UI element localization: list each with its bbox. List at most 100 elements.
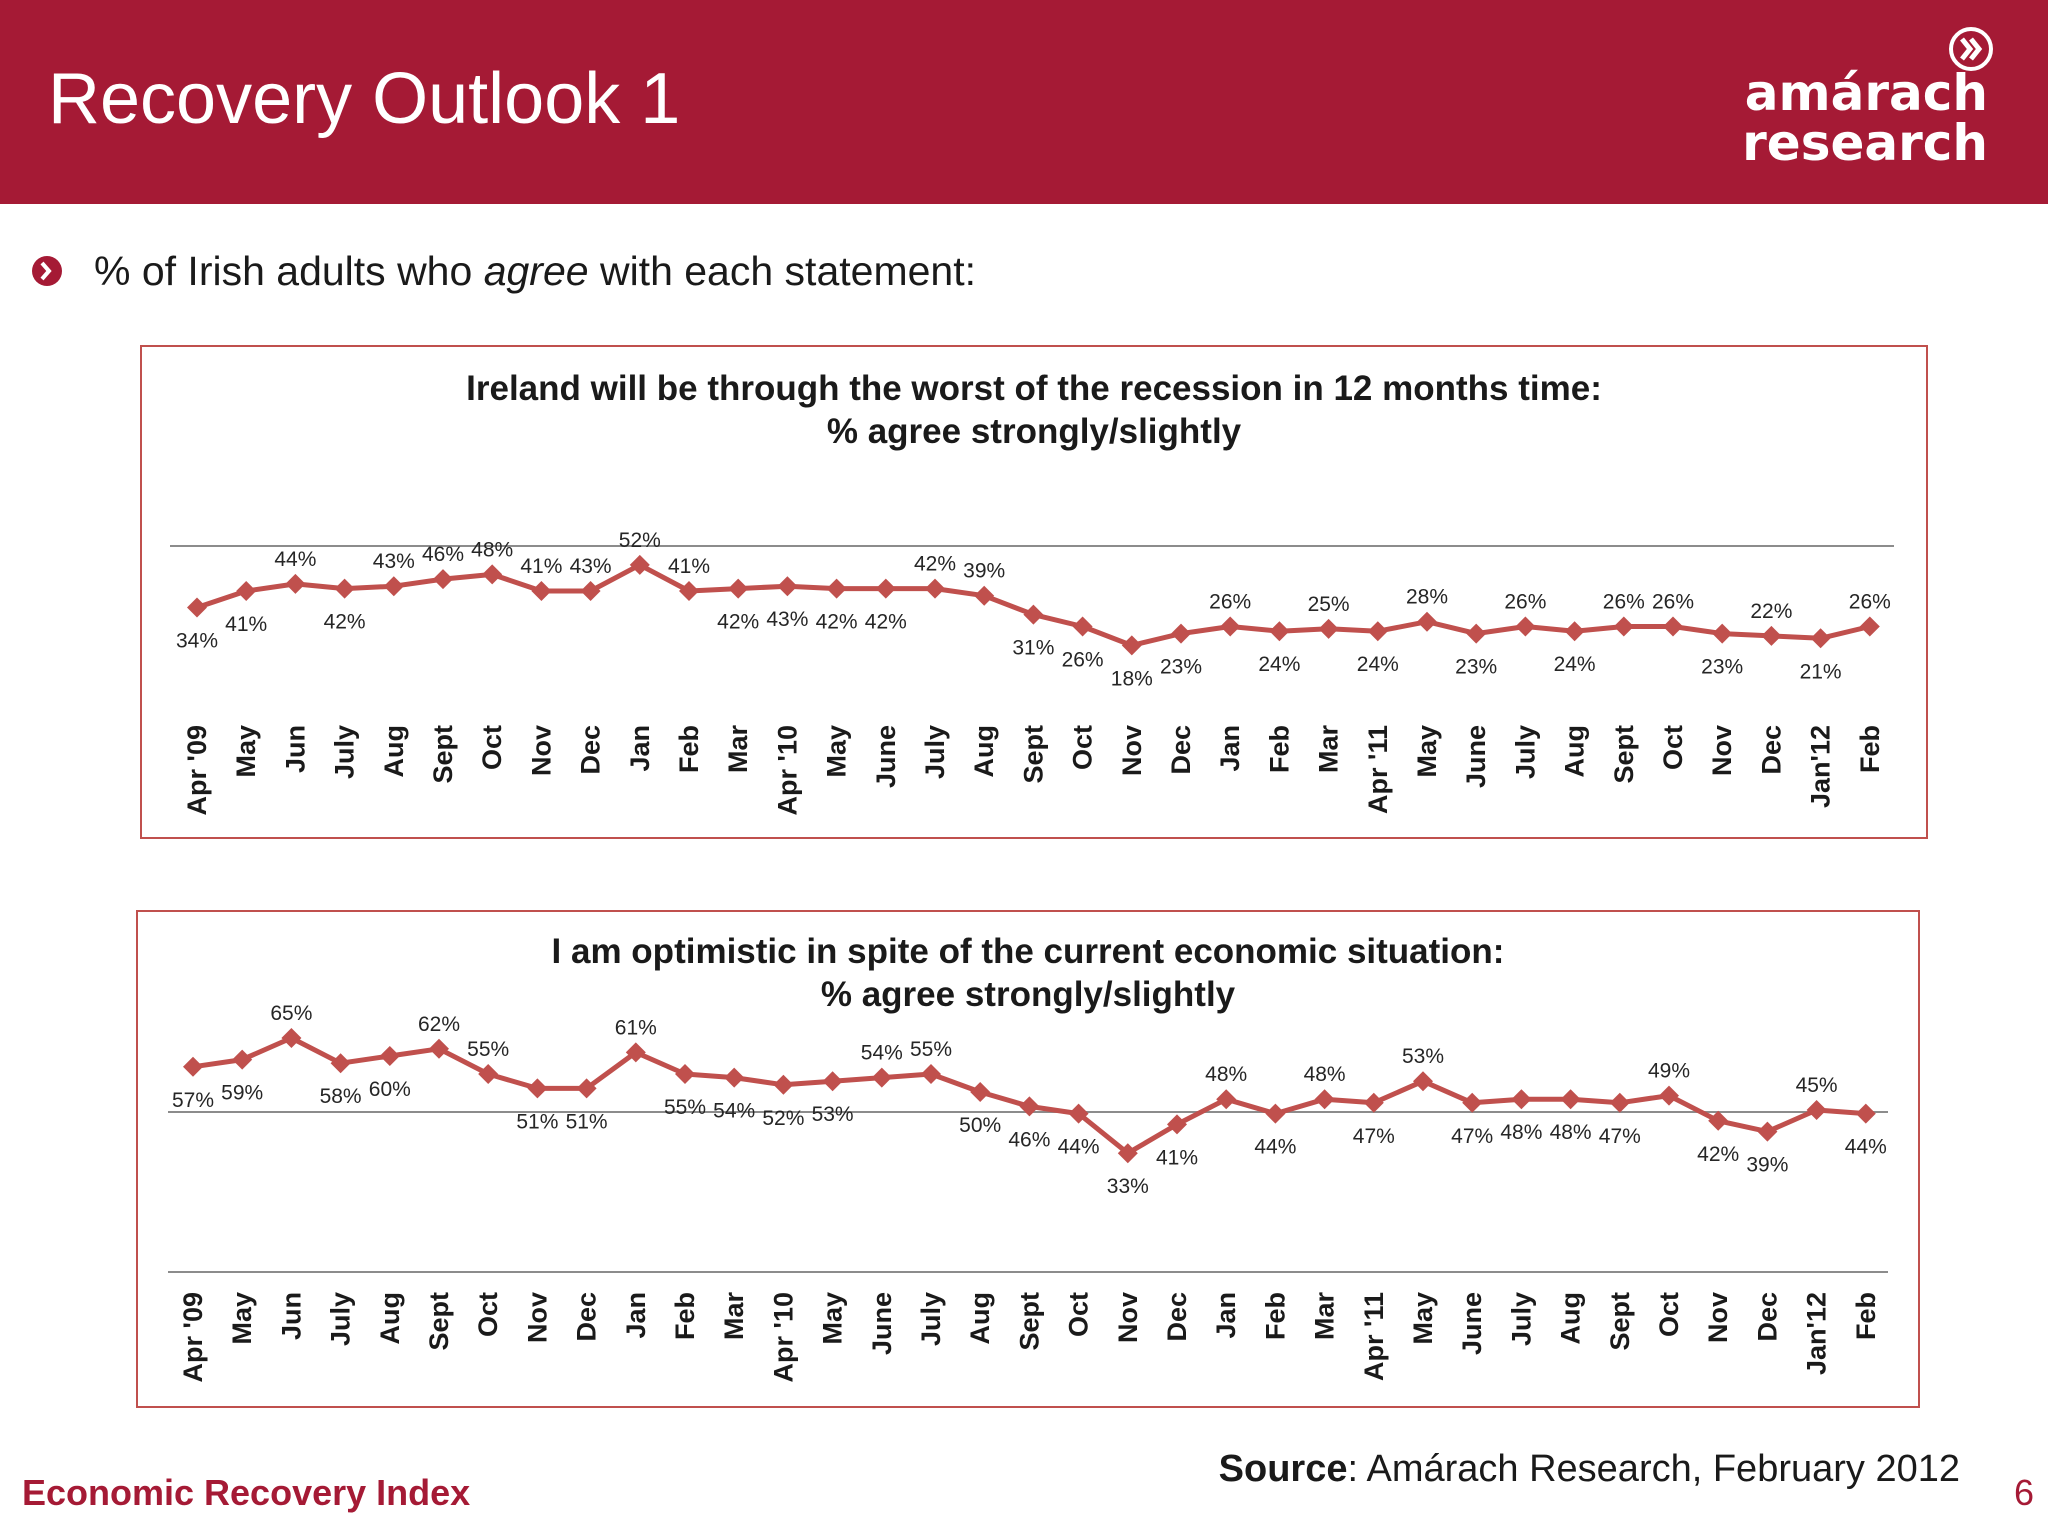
x-tick-label: Jun xyxy=(276,1292,306,1340)
data-label: 39% xyxy=(963,560,1005,583)
x-tick-label: Apr '09 xyxy=(178,1292,208,1382)
data-label: 53% xyxy=(812,1103,854,1126)
data-point xyxy=(1564,621,1585,642)
data-label: 47% xyxy=(1599,1125,1641,1148)
x-tick-label: Aug xyxy=(965,1292,995,1344)
data-label: 65% xyxy=(270,1002,312,1025)
data-point xyxy=(1019,1096,1040,1117)
x-tick-label: Aug xyxy=(969,725,999,777)
data-point xyxy=(1560,1089,1581,1110)
data-label: 59% xyxy=(221,1082,263,1105)
data-label: 26% xyxy=(1062,648,1104,671)
data-label: 48% xyxy=(1304,1063,1346,1086)
data-point xyxy=(482,564,503,585)
source-note: Source: Amárach Research, February 2012 xyxy=(1219,1448,1960,1491)
data-label: 49% xyxy=(1648,1060,1690,1083)
data-label: 43% xyxy=(570,555,612,578)
x-tick-label: Mar xyxy=(723,725,753,774)
x-tick-label: Oct xyxy=(1654,1292,1684,1337)
data-label: 55% xyxy=(910,1038,952,1061)
data-label: 42% xyxy=(717,611,759,634)
x-tick-label: Nov xyxy=(522,1292,552,1343)
data-point xyxy=(974,585,995,606)
data-point xyxy=(281,1028,302,1048)
logo-line-2: research xyxy=(1742,114,1988,172)
x-tick-label: Oct xyxy=(1068,725,1098,770)
x-tick-label: Apr '11 xyxy=(1359,1292,1389,1381)
x-tick-label: May xyxy=(231,725,261,778)
x-tick-label: Apr '10 xyxy=(772,725,802,815)
data-label: 18% xyxy=(1111,667,1153,690)
data-label: 51% xyxy=(566,1110,608,1133)
data-label: 33% xyxy=(1107,1175,1149,1198)
data-point xyxy=(334,578,355,599)
x-tick-label: Dec xyxy=(1166,725,1196,775)
data-point xyxy=(1761,625,1782,646)
data-label: 25% xyxy=(1308,593,1350,616)
data-point xyxy=(921,1064,941,1084)
data-label: 39% xyxy=(1746,1154,1788,1177)
chart-title-line-1: Ireland will be through the worst of the… xyxy=(466,369,1602,408)
x-tick-label: Feb xyxy=(670,1292,700,1340)
slide-title: Recovery Outlook 1 xyxy=(48,59,681,139)
x-tick-label: Dec xyxy=(572,1292,602,1342)
x-tick-label: Nov xyxy=(1703,1292,1733,1343)
data-point xyxy=(1367,621,1388,642)
subtitle-pre: % of Irish adults who xyxy=(94,247,484,294)
data-point xyxy=(1117,1143,1138,1164)
data-label: 55% xyxy=(664,1096,706,1119)
data-point xyxy=(531,580,552,601)
data-point xyxy=(1806,1100,1827,1120)
x-tick-label: Nov xyxy=(526,725,556,776)
data-label: 24% xyxy=(1357,653,1399,676)
x-tick-label: May xyxy=(227,1292,257,1345)
data-point xyxy=(822,1071,843,1092)
data-point xyxy=(1859,616,1880,637)
data-label: 22% xyxy=(1750,600,1792,623)
x-tick-label: Sept xyxy=(428,725,458,784)
data-point xyxy=(871,1067,892,1088)
chevron-bullet-icon xyxy=(32,256,62,286)
data-label: 42% xyxy=(324,611,366,634)
data-point xyxy=(970,1082,991,1102)
chart-title-line-2: % agree strongly/slightly xyxy=(826,412,1242,451)
data-label: 52% xyxy=(762,1107,804,1130)
x-tick-label: July xyxy=(326,1292,356,1346)
chart-plot: 57% 59% 65% 58% 60% 62% 55% 51% 51% 61% 55% 54% 52% 5… xyxy=(168,1002,1888,1382)
data-label: 54% xyxy=(861,1042,903,1065)
data-point xyxy=(183,1056,203,1077)
data-point xyxy=(383,576,404,597)
x-tick-label: June xyxy=(1461,725,1491,788)
logo: amárach research xyxy=(1728,26,1993,176)
data-point xyxy=(1462,1092,1483,1113)
x-tick-label: July xyxy=(920,725,950,779)
x-tick-label: Feb xyxy=(1851,1292,1881,1340)
data-label: 42% xyxy=(1697,1143,1739,1166)
data-point xyxy=(433,569,453,590)
data-point xyxy=(1121,635,1142,656)
x-tick-label: Feb xyxy=(674,725,704,773)
x-tick-label: Jan'12 xyxy=(1802,1292,1832,1375)
x-tick-label: Aug xyxy=(375,1292,405,1344)
data-point xyxy=(478,1064,499,1084)
data-label: 47% xyxy=(1451,1125,1493,1148)
data-point xyxy=(236,580,257,601)
subtitle-post: with each statement: xyxy=(588,247,976,294)
x-tick-label: Nov xyxy=(1113,1292,1143,1343)
data-label: 21% xyxy=(1800,660,1842,683)
x-tick-label: July xyxy=(1506,1292,1536,1346)
data-point xyxy=(576,1078,597,1099)
data-point xyxy=(1023,604,1044,625)
data-point xyxy=(1269,621,1290,642)
x-tick-label: Dec xyxy=(1752,1292,1782,1342)
data-point xyxy=(629,554,650,575)
data-point xyxy=(1072,616,1093,637)
data-point xyxy=(1265,1103,1286,1124)
data-point xyxy=(1708,1110,1729,1131)
x-tick-label: Sept xyxy=(1605,1292,1635,1351)
x-tick-label: Jun xyxy=(280,725,310,773)
data-label: 55% xyxy=(467,1038,509,1061)
data-label: 26% xyxy=(1209,590,1251,613)
x-tick-label: Jan xyxy=(621,1292,651,1339)
chart-title-line-2: % agree strongly/slightly xyxy=(820,975,1236,1014)
